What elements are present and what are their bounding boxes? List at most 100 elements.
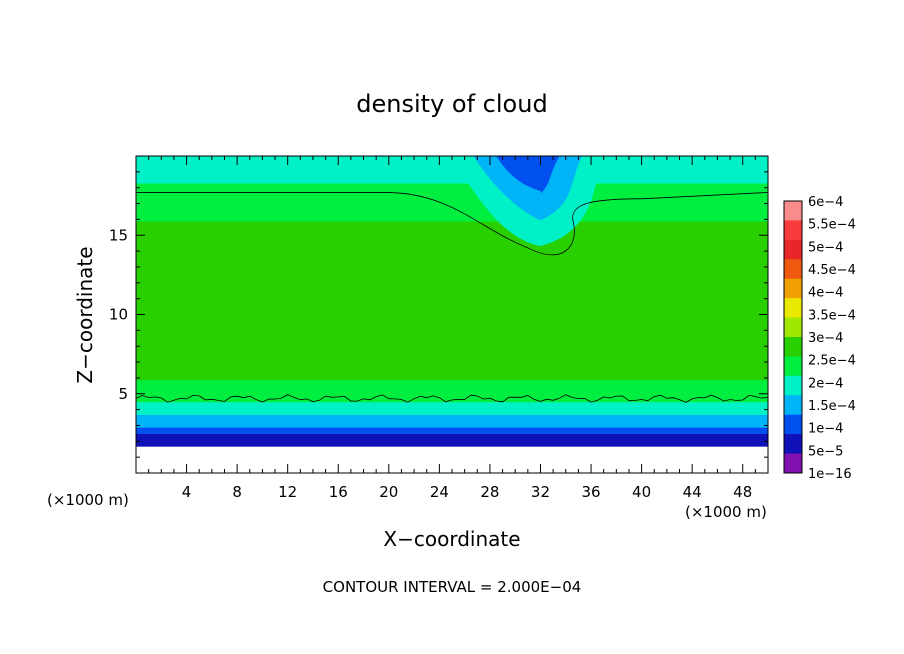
contour-line [136, 192, 768, 256]
density-band [136, 376, 768, 381]
density-band [136, 319, 768, 324]
density-band [136, 170, 768, 175]
chart-title: density of cloud [356, 90, 547, 118]
density-band [136, 255, 768, 260]
density-band [136, 195, 768, 200]
density-band [136, 354, 768, 358]
density-band [136, 217, 768, 222]
density-band [136, 427, 768, 431]
x-axis-label: X−coordinate [383, 527, 520, 551]
density-band [136, 322, 768, 327]
colorbar-swatch [784, 317, 802, 338]
x-tick-label: 36 [581, 483, 600, 501]
colorbar-label: 3.5e−4 [808, 308, 856, 323]
density-band [136, 160, 768, 165]
y-tick-label: 15 [109, 226, 128, 244]
density-band [136, 312, 768, 317]
density-band [136, 325, 768, 330]
x-tick-label: 32 [531, 483, 550, 501]
density-band [136, 395, 768, 400]
x-tick-label: 24 [430, 483, 449, 501]
density-band [136, 404, 768, 409]
density-band [136, 227, 768, 232]
density-band [136, 366, 768, 371]
density-band [136, 408, 768, 412]
density-band [136, 328, 768, 333]
density-band [136, 316, 768, 320]
density-band [136, 284, 768, 289]
x-unit-right: (×1000 m) [685, 503, 767, 521]
density-band [136, 306, 768, 311]
x-tick-label: 28 [480, 483, 499, 501]
density-band [136, 373, 768, 377]
colorbar-swatch [784, 337, 802, 357]
density-band [136, 350, 768, 355]
density-band [136, 163, 768, 168]
density-band [136, 331, 768, 336]
density-band [136, 411, 768, 415]
density-band [136, 198, 768, 203]
x-tick-label: 8 [232, 483, 242, 501]
contour-line [136, 394, 768, 403]
density-band [136, 417, 768, 422]
density-band [136, 338, 768, 343]
density-band [136, 392, 768, 396]
colorbar-swatch [784, 259, 802, 280]
density-band [136, 201, 768, 206]
density-band [136, 344, 768, 349]
density-band [136, 369, 768, 374]
y-tick-label: 10 [109, 306, 128, 324]
colorbar-swatch [784, 278, 802, 299]
y-tick-label: 5 [118, 385, 128, 403]
density-band [136, 268, 768, 273]
density-band [136, 186, 768, 190]
colorbar-swatch [784, 395, 802, 416]
density-band [136, 363, 768, 368]
density-band [136, 281, 768, 285]
density-band [136, 287, 768, 292]
plot-area [136, 156, 768, 473]
density-band [136, 401, 768, 406]
colorbar-swatch [784, 453, 802, 474]
colorbar-swatch [784, 434, 802, 455]
colorbar-label: 4.5e−4 [808, 263, 856, 278]
contour-interval-note: CONTOUR INTERVAL = 2.000E−04 [323, 578, 582, 596]
y-axis-label: Z−coordinate [73, 246, 97, 383]
density-band [136, 176, 768, 181]
colorbar-swatch [784, 356, 802, 377]
x-tick-label: 20 [379, 483, 398, 501]
colorbar-label: 5e−4 [808, 240, 843, 255]
density-band [136, 192, 768, 197]
density-band [136, 259, 768, 263]
colorbar: 6e−4 5.5e−4 5e−4 4.5e−4 4e−4 3.5e−4 3e−4 2.5e−4… [783, 195, 856, 482]
density-band [136, 208, 768, 213]
density-band [136, 236, 768, 241]
density-band [136, 385, 768, 390]
density-band [136, 398, 768, 403]
plume-region [507, 156, 549, 182]
colorbar-swatch [784, 201, 802, 221]
density-band [136, 271, 768, 276]
colorbar-swatch [784, 375, 802, 396]
density-band [136, 357, 768, 362]
density-band [136, 297, 768, 301]
colorbar-label: 5e−5 [808, 444, 843, 459]
density-band [136, 433, 768, 438]
density-band [136, 243, 768, 247]
colorbar-label: 3e−4 [808, 331, 843, 346]
density-band [136, 414, 768, 419]
density-band [136, 173, 768, 178]
density-band [136, 189, 768, 194]
colorbar-frame [783, 200, 803, 474]
x-tick-label: 44 [683, 483, 702, 501]
density-band [136, 303, 768, 308]
density-band [136, 262, 768, 266]
density-band [136, 211, 768, 216]
density-band [136, 274, 768, 279]
density-band [136, 420, 768, 425]
density-band [136, 436, 768, 441]
density-band [136, 290, 768, 295]
colorbar-swatch [784, 220, 802, 241]
x-unit-left: (×1000 m) [47, 491, 129, 509]
density-band [136, 182, 768, 187]
